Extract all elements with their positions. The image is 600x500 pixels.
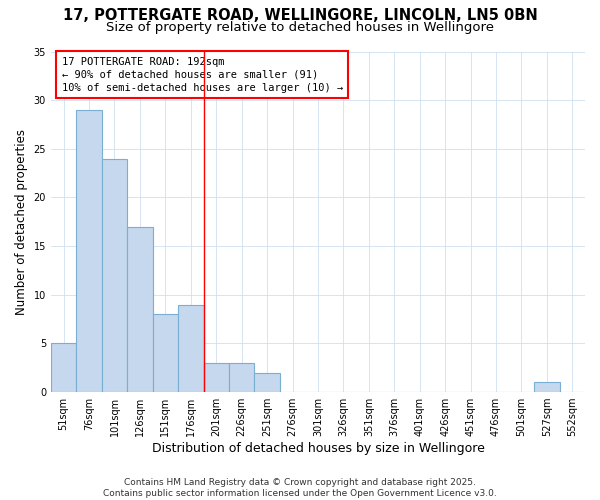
Text: Contains HM Land Registry data © Crown copyright and database right 2025.
Contai: Contains HM Land Registry data © Crown c… (103, 478, 497, 498)
Y-axis label: Number of detached properties: Number of detached properties (15, 129, 28, 315)
Bar (203, 363, 229, 392)
Bar (229, 363, 254, 392)
Bar (51, 344, 76, 392)
Bar (178, 304, 203, 392)
Text: 17 POTTERGATE ROAD: 192sqm
← 90% of detached houses are smaller (91)
10% of semi: 17 POTTERGATE ROAD: 192sqm ← 90% of deta… (62, 56, 343, 93)
Bar (127, 226, 152, 392)
Bar (76, 110, 102, 392)
X-axis label: Distribution of detached houses by size in Wellingore: Distribution of detached houses by size … (152, 442, 484, 455)
Text: 17, POTTERGATE ROAD, WELLINGORE, LINCOLN, LN5 0BN: 17, POTTERGATE ROAD, WELLINGORE, LINCOLN… (62, 8, 538, 22)
Bar (102, 158, 127, 392)
Text: Size of property relative to detached houses in Wellingore: Size of property relative to detached ho… (106, 21, 494, 34)
Bar (152, 314, 178, 392)
Bar (254, 372, 280, 392)
Bar (534, 382, 560, 392)
